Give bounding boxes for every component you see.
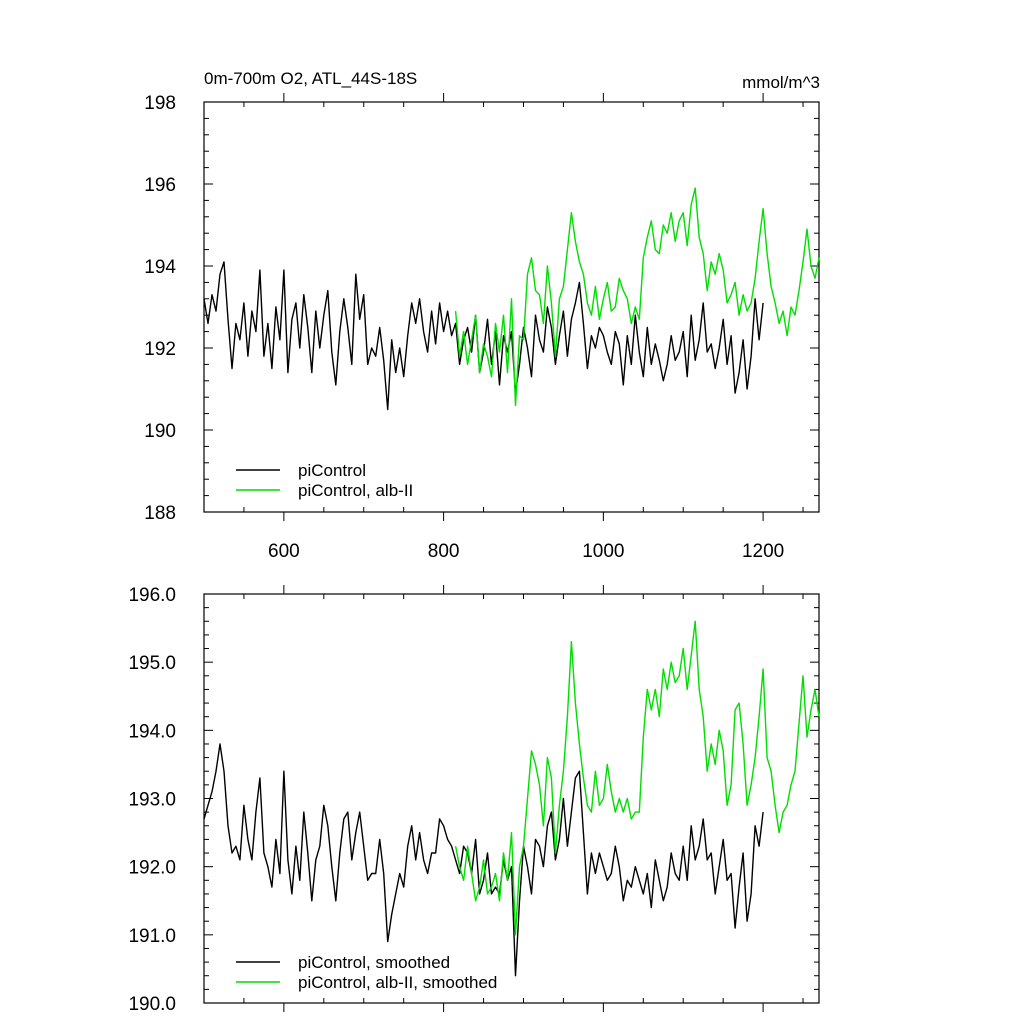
top-plot-frame [203, 101, 820, 513]
bottom-series-line-0 [203, 743, 764, 977]
top-ytick-label: 188 [144, 503, 176, 524]
bottom-tick-group: 190.0 191.0 192.0 193.0 194.0 195.0 196.0 [128, 585, 819, 1015]
top-xtick-label: 800 [428, 541, 460, 562]
top-tick-group: 188 190 192 194 196 198 600 800 1000 1200 [144, 93, 819, 562]
top-ytick-label: 194 [144, 257, 176, 278]
top-xtick-label: 1000 [582, 541, 624, 562]
top-series-group [203, 187, 820, 411]
top-xtick-label: 600 [268, 541, 300, 562]
bottom-ytick-label: 195.0 [128, 653, 176, 674]
bottom-series-line-1 [454, 620, 820, 936]
legend-label-alb-ii-smoothed: piControl, alb-II, smoothed [298, 973, 497, 992]
bottom-legend: piControl, smoothed piControl, alb-II, s… [236, 953, 497, 992]
bottom-ytick-label: 191.0 [128, 926, 176, 947]
top-ytick-label: 198 [144, 93, 176, 114]
legend-label-picontrol-smoothed: piControl, smoothed [298, 953, 450, 972]
top-ytick-label: 192 [144, 339, 176, 360]
top-chart-units: mmol/m^3 [742, 73, 820, 92]
bottom-ytick-label: 190.0 [128, 994, 176, 1015]
top-xtick-label: 1200 [742, 541, 784, 562]
bottom-ytick-label: 196.0 [128, 585, 176, 606]
top-chart-title: 0m-700m O2, ATL_44S-18S [204, 69, 417, 88]
legend-label-alb-ii: piControl, alb-II [298, 481, 413, 500]
top-ytick-label: 196 [144, 175, 176, 196]
top-ytick-label: 190 [144, 421, 176, 442]
bottom-panel: 190.0 191.0 192.0 193.0 194.0 195.0 196.0 piCo… [128, 585, 820, 1015]
bottom-ytick-label: 194.0 [128, 721, 176, 742]
bottom-ytick-label: 192.0 [128, 858, 176, 879]
top-legend: piControl piControl, alb-II [236, 461, 413, 500]
top-series-line-1 [454, 187, 820, 407]
top-series-line-0 [203, 261, 764, 411]
bottom-series-group [203, 620, 820, 977]
legend-label-picontrol: piControl [298, 461, 366, 480]
bottom-ytick-label: 193.0 [128, 790, 176, 811]
top-panel: 0m-700m O2, ATL_44S-18S mmol/m^3 1881901… [144, 69, 820, 562]
